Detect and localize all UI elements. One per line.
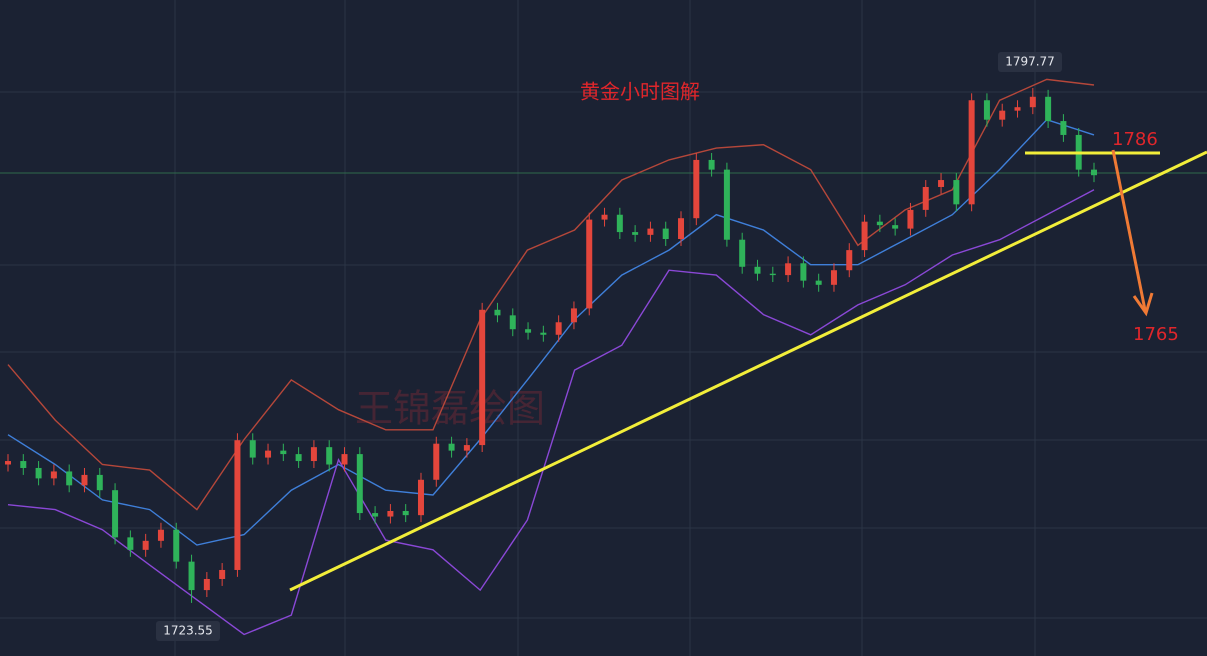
candle-body: [173, 529, 180, 562]
candle-body: [509, 315, 516, 330]
candle-body: [219, 569, 226, 579]
candle-body: [50, 471, 57, 479]
band-line: [7, 118, 1095, 546]
candle-body: [402, 510, 409, 516]
candle-body: [1029, 96, 1036, 108]
candle-body: [295, 454, 302, 462]
candle-body: [708, 159, 715, 170]
candle-body: [907, 209, 914, 229]
candle-body: [739, 239, 746, 267]
candle-body: [96, 474, 103, 491]
candle-body: [616, 214, 623, 233]
candle-body: [570, 308, 577, 323]
candle-body: [769, 273, 776, 276]
candle-body: [632, 232, 639, 235]
plot: [5, 78, 1097, 636]
candle-body: [861, 221, 868, 251]
candle-body: [754, 266, 761, 274]
candle-body: [310, 447, 317, 462]
candle-body: [800, 263, 807, 281]
candle-body: [479, 309, 486, 446]
watermark: 王锦磊绘图: [355, 387, 545, 431]
candle-body: [876, 221, 883, 226]
candle-body: [66, 471, 73, 486]
label-box: [156, 621, 220, 641]
candle-body: [249, 440, 256, 458]
candle-body: [326, 447, 333, 465]
candle-body: [785, 263, 792, 276]
candle-body: [127, 537, 134, 550]
chart-title: 黄金小时图解: [580, 80, 700, 104]
annotation: 1786: [1112, 129, 1158, 150]
candle-body: [448, 443, 455, 451]
candle-body: [525, 329, 532, 333]
high-label: 1797.77: [1005, 55, 1055, 69]
candle-body: [938, 180, 945, 187]
candle-body: [1045, 96, 1052, 122]
candle-body: [1091, 169, 1097, 176]
candle-body: [265, 450, 272, 458]
label-box: [998, 52, 1062, 72]
candle-body: [662, 228, 669, 240]
candle-body: [5, 461, 11, 465]
candle-body: [494, 309, 501, 316]
candle-body: [433, 443, 440, 480]
low-label: 1723.55: [163, 624, 213, 638]
candle-body: [20, 461, 27, 468]
candle-body: [157, 529, 164, 541]
candle-body: [983, 100, 990, 120]
candle-body: [846, 250, 853, 271]
candle-body: [586, 219, 593, 309]
candle-body: [81, 474, 88, 486]
band-line: [7, 189, 1095, 636]
trend-line: [289, 150, 1207, 592]
band-line: [7, 78, 1095, 511]
candle-body: [1060, 121, 1067, 135]
candle-body: [142, 540, 149, 550]
candle-body: [280, 450, 287, 455]
arrow: [1111, 149, 1147, 311]
candle-body: [35, 467, 42, 479]
candle-body: [417, 479, 424, 516]
candle-body: [601, 214, 608, 220]
candle-body: [356, 454, 363, 514]
candle-body: [1014, 107, 1021, 111]
candle-body: [830, 270, 837, 285]
candle-body: [540, 332, 547, 335]
arrow-head: [1132, 292, 1154, 317]
candle-body: [678, 218, 685, 240]
candle-body: [387, 510, 394, 517]
candle-body: [647, 228, 654, 235]
candle-body: [188, 561, 195, 591]
candle-body: [892, 225, 899, 229]
candle-body: [922, 186, 929, 210]
candle-body: [112, 490, 119, 538]
candle-body: [815, 280, 822, 285]
candle-body: [968, 100, 975, 205]
candle-body: [372, 513, 379, 517]
candle-body: [555, 322, 562, 335]
candle-body: [999, 110, 1006, 120]
candle-body: [463, 445, 470, 451]
annotation: 1765: [1133, 324, 1179, 345]
candle-body: [723, 169, 730, 240]
candle-body: [341, 454, 348, 465]
candle-body: [234, 440, 241, 570]
candle-body: [693, 159, 700, 219]
candle-body: [953, 180, 960, 205]
candle-body: [203, 578, 210, 591]
